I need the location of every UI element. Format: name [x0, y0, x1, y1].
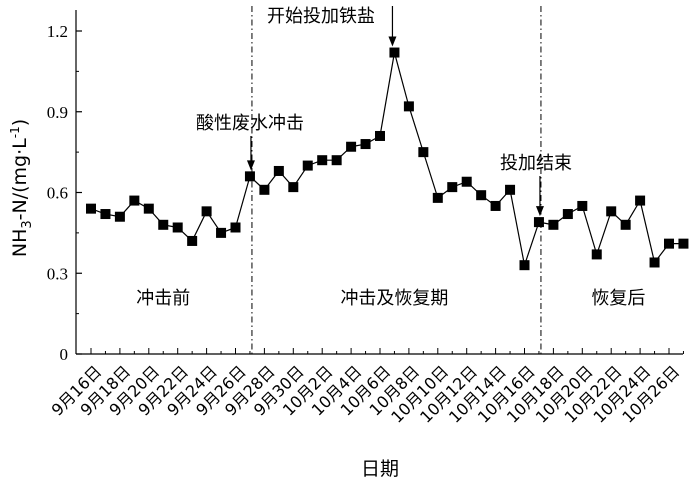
data-point — [346, 141, 357, 152]
data-point — [143, 203, 154, 214]
data-point — [664, 238, 674, 249]
phase-label: 冲击前 — [136, 288, 190, 309]
annotation-label: 开始投加铁盐 — [267, 6, 375, 27]
data-point — [317, 155, 328, 166]
data-point — [476, 190, 487, 201]
y-tick-label: 0.9 — [47, 103, 68, 122]
y-tick-label: 1.2 — [47, 22, 68, 41]
data-point — [216, 227, 227, 238]
data-point — [201, 206, 212, 217]
data-point — [606, 206, 617, 217]
data-point — [432, 192, 443, 203]
data-point — [230, 222, 241, 233]
phase-dividers: 冲击前 冲击及恢复期 恢复后 — [136, 6, 645, 354]
data-point — [375, 130, 385, 141]
data-series — [86, 47, 689, 271]
data-point — [158, 219, 169, 230]
y-axis-title: NH3-N/(mg·L-1) — [8, 119, 35, 257]
data-point — [548, 219, 559, 230]
annotation-arrow-head — [246, 160, 255, 171]
phase-label: 恢复后 — [591, 288, 645, 309]
data-point — [620, 219, 631, 230]
data-point — [577, 200, 588, 211]
phase-label: 冲击及恢复期 — [340, 288, 448, 309]
data-point — [447, 182, 458, 193]
x-axis-title: 日期 — [361, 458, 399, 480]
data-point — [533, 217, 544, 228]
data-point — [172, 222, 183, 233]
axis-labels: 日期 NH3-N/(mg·L-1) — [8, 119, 399, 480]
data-point — [562, 209, 573, 220]
axes: 00.30.60.91.29月16日9月18日9月20日9月22日9月24日9月… — [47, 10, 684, 427]
data-point — [403, 101, 414, 112]
y-tick-label: 0 — [60, 345, 69, 364]
data-point — [505, 184, 516, 195]
data-point — [461, 176, 472, 187]
data-point — [519, 260, 530, 271]
data-point — [86, 203, 96, 214]
data-point — [244, 171, 255, 182]
data-point — [302, 160, 313, 171]
data-point — [100, 209, 111, 220]
data-point — [187, 235, 198, 246]
data-point — [389, 47, 400, 58]
data-point — [259, 184, 270, 195]
data-point — [129, 195, 140, 206]
data-point — [288, 182, 299, 193]
data-point — [649, 257, 660, 268]
data-point — [273, 165, 284, 176]
y-tick-label: 0.3 — [47, 264, 68, 283]
data-point — [331, 155, 342, 166]
annotation-label: 投加结束 — [500, 153, 572, 174]
series-line — [90, 52, 684, 268]
data-point — [418, 147, 429, 158]
data-point — [635, 195, 646, 206]
annotation-arrow-head — [388, 36, 397, 47]
annotation-arrow-head — [535, 206, 544, 217]
y-tick-label: 0.6 — [47, 184, 68, 203]
annotation-label: 酸性废水冲击 — [196, 113, 304, 134]
data-point — [591, 249, 602, 260]
data-point — [360, 139, 371, 150]
data-point — [678, 238, 689, 249]
data-point — [114, 211, 125, 222]
data-point — [490, 200, 501, 211]
